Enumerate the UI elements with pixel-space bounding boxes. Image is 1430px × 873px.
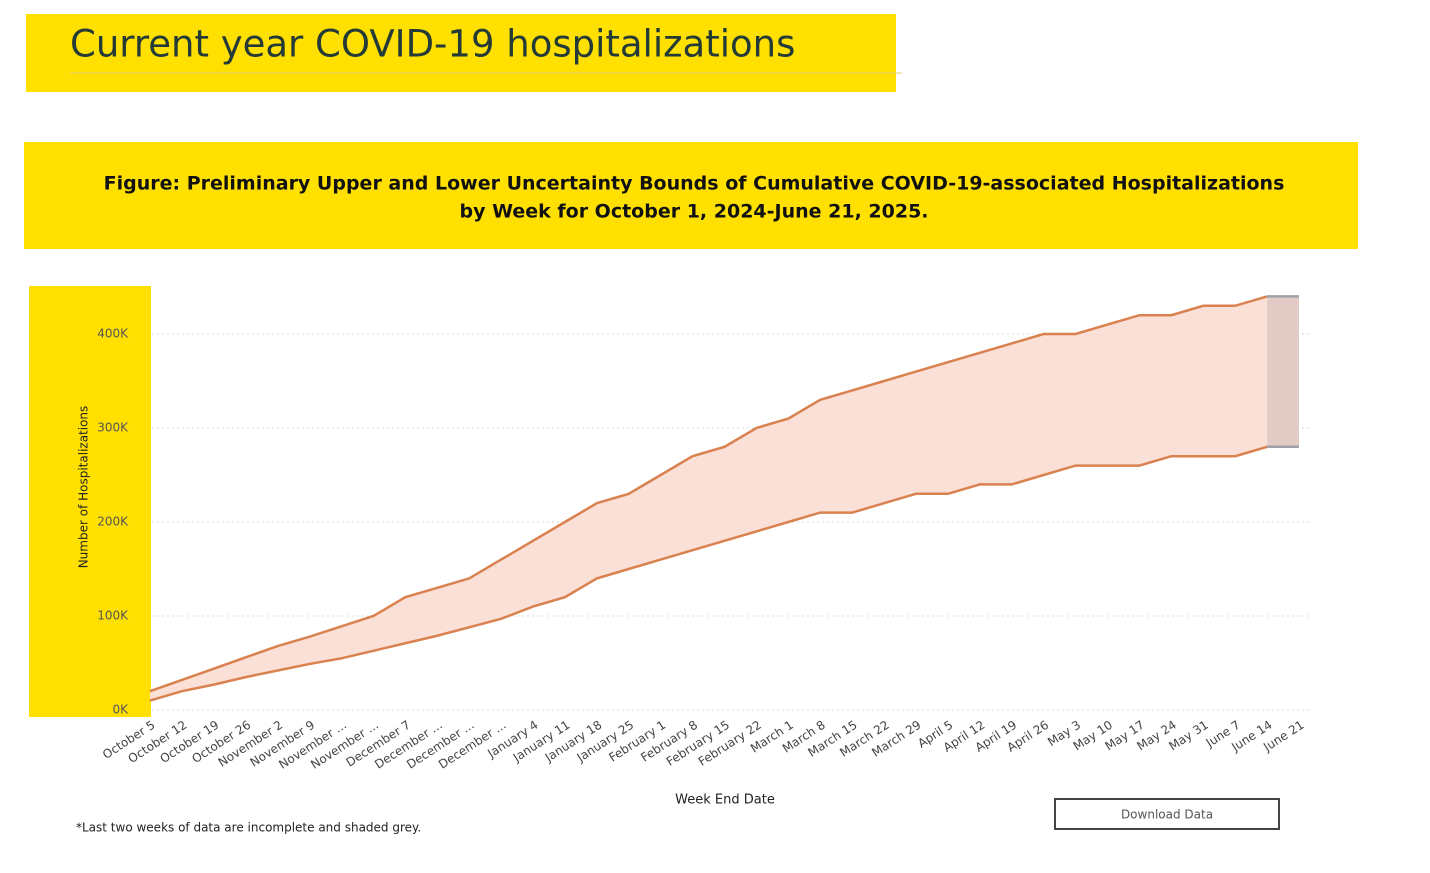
x-axis-label: Week End Date [675, 793, 775, 808]
figure-banner [24, 142, 1358, 249]
chart-title: Figure: Preliminary Upper and Lower Unce… [104, 173, 1285, 195]
incomplete-band [1267, 296, 1299, 447]
footnote: *Last two weeks of data are incomplete a… [76, 821, 421, 835]
y-axis-label: Number of Hospitalizations [77, 406, 91, 569]
bound-line [149, 445, 1268, 702]
y-tick-label: 300K [97, 421, 129, 435]
y-axis-band [29, 286, 151, 717]
y-tick-label: 400K [97, 327, 129, 341]
header-box [26, 14, 896, 92]
chart-subtitle: by Week for October 1, 2024-June 21, 202… [459, 201, 928, 223]
y-tick-label: 100K [97, 609, 129, 623]
page-title: Current year COVID-19 hospitalizations [70, 23, 795, 66]
download-button[interactable] [1054, 798, 1280, 830]
bound-line [149, 295, 1268, 693]
download-button-label[interactable]: Download Data [1121, 808, 1213, 822]
y-tick-label: 200K [97, 515, 129, 529]
band-area [150, 296, 1268, 701]
y-tick-label: 0K [112, 703, 129, 717]
